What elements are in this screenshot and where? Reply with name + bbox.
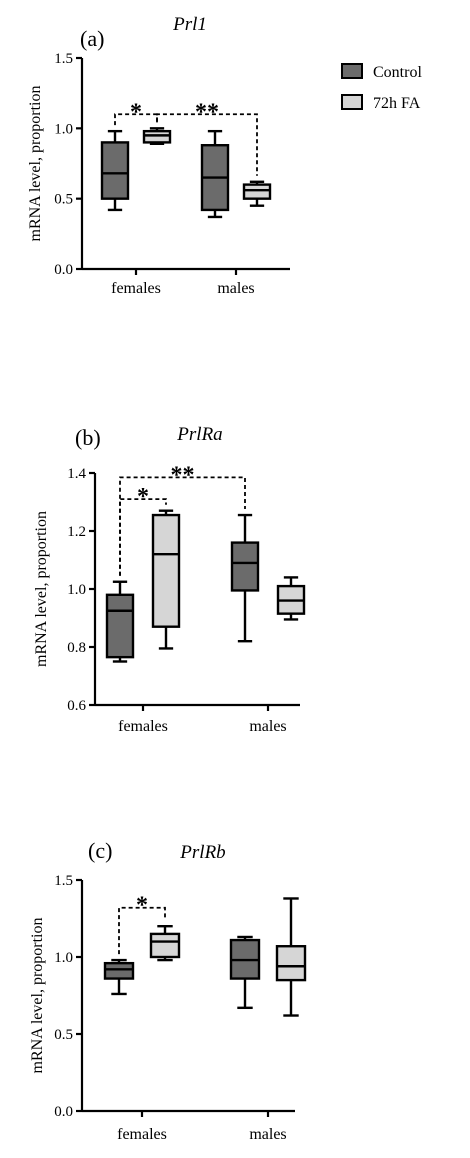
iqr-box [142, 129, 172, 144]
panel-label: (b) [75, 425, 101, 450]
legend-swatch [341, 94, 363, 110]
legend-label: Control [373, 64, 422, 81]
y-tick-label: 0.0 [54, 1104, 73, 1120]
box-72h-fa-females [142, 127, 172, 146]
significance-label: ** [171, 462, 195, 488]
iqr-box [242, 183, 272, 200]
significance-label: * [136, 893, 148, 919]
chart-title: PrlRa [176, 424, 222, 445]
box-control-females [100, 129, 130, 212]
y-tick-label: 0.6 [67, 698, 86, 714]
box-control-females [103, 958, 135, 996]
y-tick-label: 1.5 [54, 873, 73, 889]
chart-title: PrlRb [179, 842, 225, 863]
significance-bracket [119, 476, 246, 576]
significance-bracket [114, 113, 158, 126]
legend-label: 72h FA [373, 95, 421, 112]
panel-label: (c) [88, 838, 112, 863]
legend-swatch [341, 63, 363, 79]
box-control-males [200, 129, 230, 219]
box-72h-fa-females [151, 509, 181, 650]
significance-label: * [130, 99, 142, 125]
y-tick-label: 1.0 [54, 950, 73, 966]
significance-bracket [156, 113, 258, 176]
chart-panel-3: (c) PrlRb 0.0 0.5 1.0 1.5 mRNA level, proporti… [29, 838, 307, 1143]
iqr-box [103, 961, 135, 980]
box-72h-fa-females [149, 925, 181, 962]
chart-title: Prl1 [172, 14, 207, 35]
box-72h-fa-males [275, 897, 307, 1017]
y-tick-label: 1.4 [67, 466, 86, 482]
x-tick-label: females [117, 1126, 167, 1143]
y-axis-label: mRNA level, proportion [33, 511, 50, 667]
significance-label: ** [195, 99, 219, 125]
y-tick-label: 0.0 [54, 262, 73, 278]
box-72h-fa-males [276, 576, 306, 621]
y-tick-label: 1.2 [67, 524, 86, 540]
iqr-box [105, 593, 135, 659]
y-axis-label: mRNA level, proportion [29, 918, 46, 1074]
y-tick-label: 0.5 [54, 1027, 73, 1043]
iqr-box [275, 945, 307, 982]
box-control-females [105, 580, 135, 663]
y-tick-label: 1.0 [67, 582, 86, 598]
y-tick-label: 1.5 [54, 51, 73, 67]
significance-label: * [137, 484, 149, 510]
x-tick-label: males [217, 280, 254, 297]
y-tick-label: 0.5 [54, 192, 73, 208]
legend: Control 72h FA [341, 63, 422, 112]
iqr-box [151, 513, 181, 628]
x-tick-label: females [118, 718, 168, 735]
panel-label: (a) [80, 26, 104, 51]
y-axis-label: mRNA level, proportion [27, 86, 44, 242]
iqr-box [100, 141, 130, 200]
x-tick-label: males [249, 1126, 286, 1143]
box-control-males [230, 513, 260, 643]
significance-bracket [118, 906, 166, 955]
x-tick-label: males [249, 718, 286, 735]
y-tick-label: 1.0 [54, 121, 73, 137]
iqr-box [149, 932, 181, 959]
box-72h-fa-males [242, 180, 272, 207]
box-control-males [229, 935, 261, 1010]
iqr-box [230, 541, 260, 592]
chart-panel-2: (b) PrlRa 0.6 0.8 1.0 1.2 1.4 mRNA level, propo… [33, 424, 306, 735]
x-tick-label: females [111, 280, 161, 297]
chart-panel-1: (a) Prl1 0.0 0.5 1.0 1.5 mRNA level, proportio… [27, 14, 290, 297]
y-tick-label: 0.8 [67, 640, 86, 656]
